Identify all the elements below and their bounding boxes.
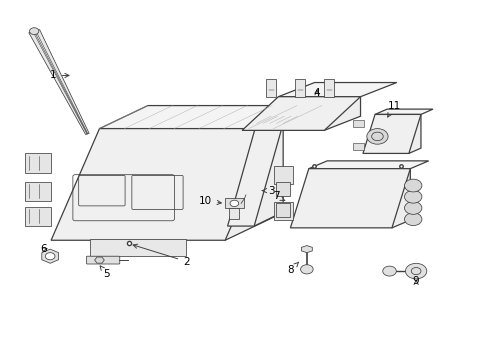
Bar	[228, 208, 239, 219]
Bar	[273, 166, 292, 184]
Text: 4: 4	[313, 88, 320, 98]
Polygon shape	[324, 79, 333, 97]
Bar	[24, 153, 51, 173]
Polygon shape	[41, 249, 59, 263]
Text: 3: 3	[262, 186, 274, 195]
Polygon shape	[278, 82, 396, 97]
Circle shape	[29, 28, 39, 35]
Circle shape	[404, 213, 421, 226]
FancyBboxPatch shape	[86, 256, 120, 264]
Text: 10: 10	[199, 196, 221, 206]
Circle shape	[366, 129, 387, 144]
Polygon shape	[265, 79, 275, 97]
Circle shape	[45, 253, 55, 260]
Text: 11: 11	[387, 100, 400, 117]
Text: 8: 8	[286, 262, 298, 275]
Polygon shape	[408, 114, 420, 153]
Polygon shape	[308, 161, 428, 168]
Polygon shape	[95, 257, 104, 263]
Polygon shape	[301, 246, 312, 253]
Text: 9: 9	[412, 276, 419, 286]
Bar	[275, 182, 290, 196]
Bar	[275, 203, 290, 217]
Polygon shape	[99, 105, 321, 129]
Bar	[24, 207, 51, 226]
Polygon shape	[290, 168, 409, 228]
Polygon shape	[256, 109, 311, 123]
Text: 7: 7	[272, 191, 284, 201]
Text: 2: 2	[133, 244, 189, 266]
Polygon shape	[29, 30, 89, 134]
Polygon shape	[324, 97, 360, 130]
Circle shape	[405, 263, 426, 279]
Text: 1: 1	[50, 71, 69, 80]
Polygon shape	[224, 129, 273, 240]
Polygon shape	[242, 97, 360, 130]
Polygon shape	[374, 109, 432, 114]
Circle shape	[229, 200, 238, 207]
Polygon shape	[362, 114, 420, 153]
Circle shape	[382, 266, 395, 276]
Circle shape	[404, 190, 421, 203]
Bar	[24, 182, 51, 201]
Polygon shape	[227, 123, 283, 226]
Polygon shape	[51, 129, 273, 240]
Bar	[273, 202, 292, 220]
Polygon shape	[254, 123, 283, 226]
Bar	[90, 239, 186, 256]
Bar	[352, 121, 363, 127]
Text: 5: 5	[100, 266, 110, 279]
Bar	[352, 144, 363, 150]
Circle shape	[404, 179, 421, 192]
Circle shape	[300, 265, 312, 274]
Text: 6: 6	[41, 244, 47, 254]
Circle shape	[404, 202, 421, 214]
Polygon shape	[295, 79, 305, 97]
Polygon shape	[391, 168, 409, 228]
Bar	[224, 198, 243, 208]
